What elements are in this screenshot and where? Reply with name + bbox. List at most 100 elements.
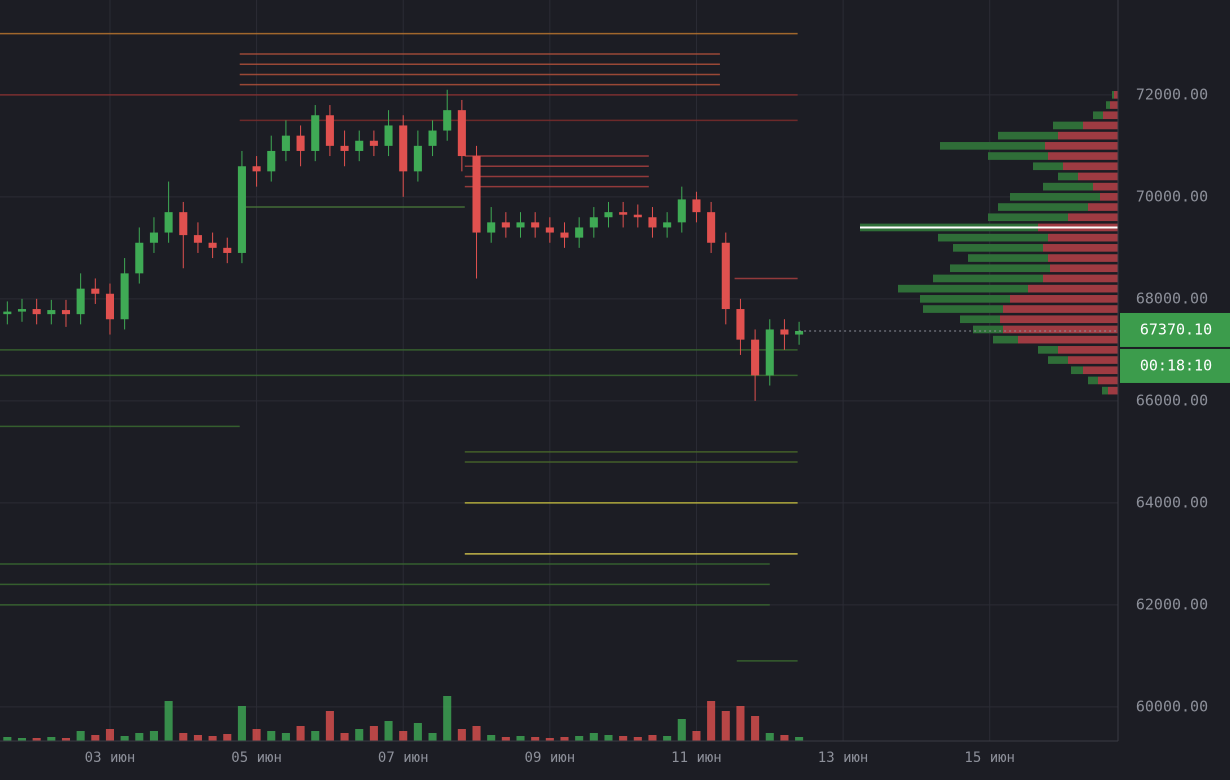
- candle-body: [3, 311, 12, 315]
- candle-body: [61, 310, 71, 315]
- volume-bar: [633, 737, 642, 741]
- candle-body: [193, 235, 202, 243]
- volume-bar: [428, 733, 437, 741]
- candle-body: [663, 222, 672, 228]
- profile-buy: [988, 213, 1068, 222]
- profile-buy: [1102, 386, 1108, 395]
- axes: 60000.00 62000.00 64000.00 66000.00 68000.00…: [85, 85, 1230, 766]
- volume-bar: [3, 737, 12, 741]
- candle-body: [428, 130, 437, 146]
- profile-buy: [950, 264, 1050, 273]
- candle-body: [296, 135, 305, 151]
- candle-body: [677, 199, 686, 223]
- profile-buy: [923, 305, 1003, 313]
- volume-bar: [663, 736, 672, 741]
- volume-bar: [223, 734, 232, 741]
- volume-bar: [545, 738, 554, 741]
- profile-sell: [1088, 203, 1118, 211]
- profile-buy: [1088, 376, 1098, 385]
- profile-sell: [1083, 121, 1118, 130]
- candle-body: [765, 329, 774, 376]
- candle-body: [311, 115, 320, 151]
- grid: [0, 0, 1118, 741]
- profile-sell: [1048, 152, 1118, 160]
- profile-buy: [1033, 162, 1063, 171]
- volume-bar: [765, 733, 774, 741]
- candle-body: [76, 288, 85, 315]
- y-tick-label: 64000.00: [1136, 493, 1208, 511]
- volume-bar: [560, 737, 569, 741]
- volume-bar: [296, 726, 305, 741]
- profile-sell: [1048, 254, 1118, 262]
- y-tick-label: 68000.00: [1136, 289, 1208, 307]
- volume-bar: [707, 701, 716, 741]
- candle-body: [355, 140, 364, 151]
- profile-buy: [1010, 193, 1100, 201]
- volume-bar: [61, 738, 71, 741]
- candle-body: [32, 309, 41, 315]
- candle-body: [751, 339, 760, 376]
- candle-body: [560, 232, 569, 238]
- volume-bar: [281, 733, 290, 741]
- volume-bar: [384, 721, 393, 741]
- candle-body: [780, 329, 789, 335]
- profile-sell: [1108, 386, 1118, 395]
- volume-bar: [179, 733, 188, 741]
- profile-buy: [960, 315, 1000, 324]
- candle-body: [223, 247, 232, 253]
- candle-body: [267, 150, 276, 172]
- profile-sell: [1050, 264, 1118, 273]
- candle-body: [736, 309, 745, 340]
- y-tick-label: 62000.00: [1136, 595, 1208, 613]
- profile-sell: [1043, 244, 1118, 252]
- y-tick-label: 70000.00: [1136, 187, 1208, 205]
- profile-buy: [998, 203, 1088, 211]
- candle-body: [325, 115, 334, 146]
- profile-sell: [1043, 274, 1118, 283]
- y-tick-label: 72000.00: [1136, 85, 1208, 103]
- volume-bar: [413, 723, 422, 741]
- volume-bar: [135, 733, 144, 741]
- candle-body: [281, 135, 290, 151]
- profile-sell: [1000, 315, 1118, 324]
- profile-sell: [1063, 162, 1118, 171]
- candle-body: [472, 156, 481, 233]
- candle-body: [164, 212, 173, 233]
- volume-bar: [457, 729, 466, 741]
- candle-body: [545, 227, 554, 233]
- price-label-box: [1120, 312, 1230, 347]
- candle-body: [17, 309, 27, 312]
- candles: [3, 89, 804, 401]
- volume-bar: [516, 736, 525, 741]
- candle-body: [384, 125, 393, 146]
- volume-bar: [340, 733, 349, 741]
- candle-body: [648, 217, 657, 228]
- candle-body: [575, 227, 584, 238]
- profile-buy: [1112, 91, 1114, 99]
- profile-buy: [953, 244, 1043, 252]
- candle-body: [531, 222, 540, 228]
- volume-bar: [325, 711, 334, 741]
- volume-bar: [369, 726, 378, 741]
- order-levels: [0, 32, 798, 662]
- volume-bar: [399, 731, 408, 741]
- profile-buy: [1093, 111, 1103, 120]
- profile-buy: [938, 233, 1048, 242]
- volume-bar: [91, 735, 100, 741]
- profile-buy: [920, 295, 1010, 303]
- profile-buy: [1048, 356, 1068, 364]
- volume-bar: [311, 731, 320, 741]
- profile-sell: [1068, 213, 1118, 222]
- countdown-label: 00:18:10: [1140, 356, 1212, 374]
- y-tick-label: 60000.00: [1136, 697, 1208, 715]
- volume-bar: [501, 737, 510, 741]
- volume-bar: [237, 706, 246, 741]
- candle-body: [252, 166, 261, 172]
- profile-sell: [1068, 356, 1118, 364]
- candle-body: [443, 110, 452, 131]
- profile-buy: [1071, 366, 1083, 375]
- profile-sell: [1103, 111, 1118, 120]
